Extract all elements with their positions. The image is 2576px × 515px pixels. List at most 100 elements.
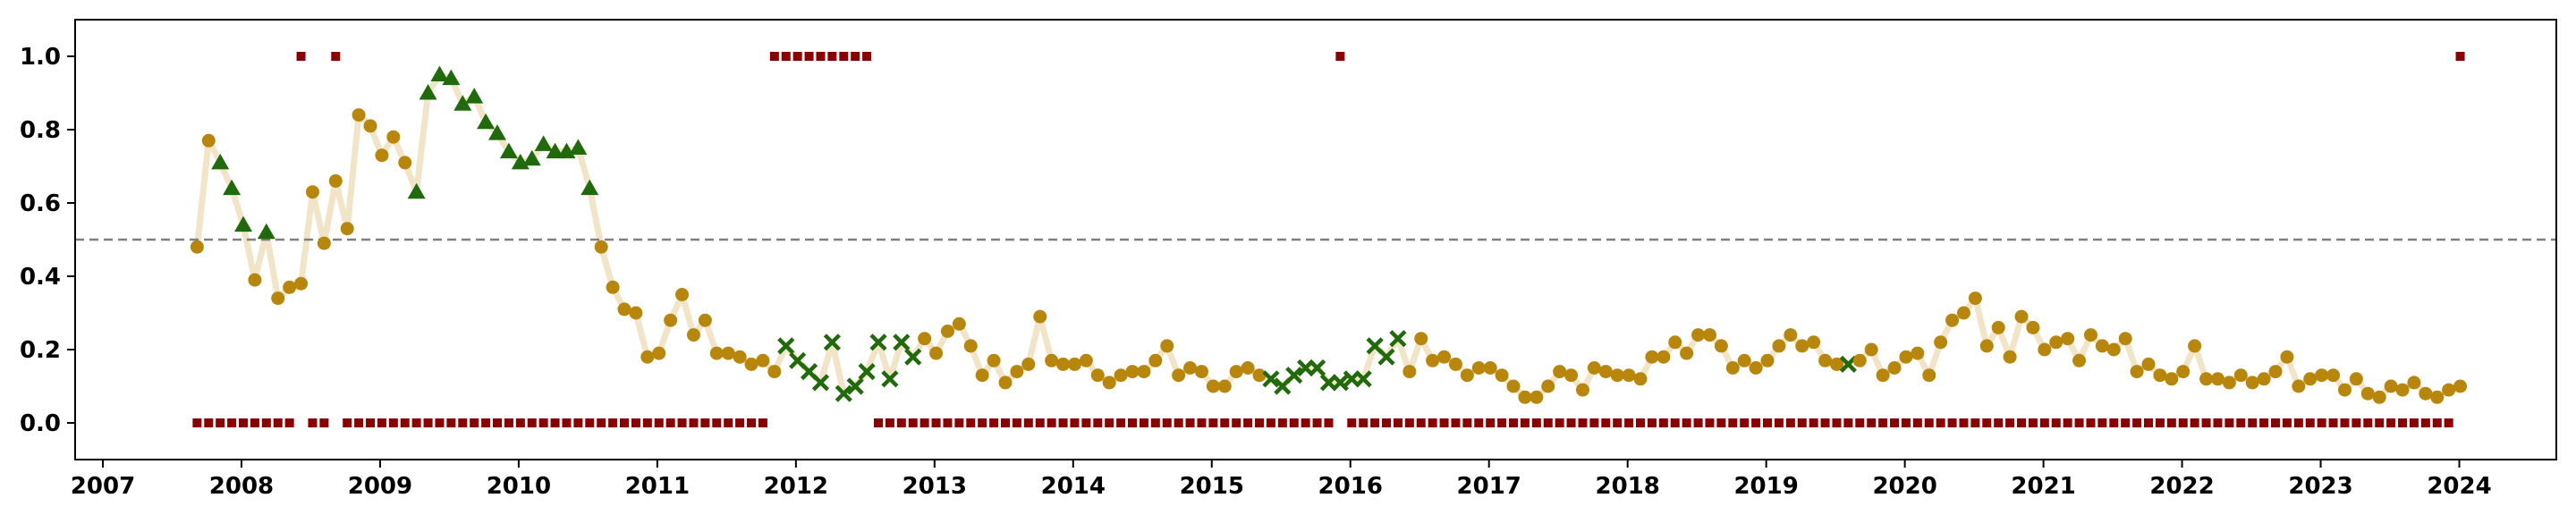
circle-point bbox=[271, 291, 285, 306]
x-tick-label: 2020 bbox=[1872, 473, 1936, 500]
cross-point bbox=[835, 384, 852, 402]
x-tick-label: 2013 bbox=[902, 473, 967, 500]
circle-point bbox=[1021, 357, 1036, 371]
flag-square bbox=[2432, 418, 2442, 427]
triangle-point bbox=[580, 179, 599, 196]
circle-point bbox=[1045, 353, 1059, 367]
flag-square bbox=[1255, 418, 1265, 427]
flag-square bbox=[2039, 418, 2049, 427]
circle-point bbox=[2257, 372, 2271, 386]
circle-point bbox=[1737, 353, 1751, 367]
x-tick-label: 2018 bbox=[1595, 473, 1659, 500]
circle-point bbox=[2106, 342, 2121, 357]
flag-square bbox=[1220, 418, 1230, 427]
flag-square bbox=[1416, 418, 1426, 427]
circle-point bbox=[1807, 335, 1821, 350]
circle-point bbox=[248, 273, 262, 287]
flag-square bbox=[1531, 418, 1541, 427]
flag-square bbox=[1636, 418, 1646, 427]
circle-point bbox=[2222, 376, 2236, 390]
cross-point bbox=[1389, 330, 1407, 348]
flag-square bbox=[2351, 418, 2361, 427]
circle-point bbox=[317, 236, 331, 250]
circle-point bbox=[617, 302, 631, 317]
flag-square bbox=[1070, 418, 1080, 427]
flag-square bbox=[2363, 418, 2373, 427]
circle-point bbox=[1691, 328, 1706, 342]
flag-square bbox=[1843, 418, 1853, 427]
circle-point bbox=[398, 156, 412, 170]
flag-square bbox=[343, 418, 352, 427]
circle-point bbox=[1495, 368, 1509, 383]
circle-point bbox=[2095, 339, 2109, 353]
flag-square bbox=[712, 418, 722, 427]
circle-point bbox=[1934, 335, 1948, 350]
circle-point bbox=[2360, 386, 2375, 401]
flag-square bbox=[493, 418, 503, 427]
flag-square bbox=[620, 418, 630, 427]
circle-point bbox=[201, 133, 216, 148]
flag-square bbox=[631, 418, 640, 427]
circle-point bbox=[1160, 339, 1174, 353]
flag-square bbox=[216, 418, 225, 427]
circle-point bbox=[2245, 376, 2259, 390]
flag-square bbox=[2017, 418, 2027, 427]
circle-point bbox=[340, 222, 354, 236]
flag-square bbox=[1370, 418, 1380, 427]
flag-square bbox=[1613, 418, 1623, 427]
flag-square bbox=[966, 418, 976, 427]
flag-square bbox=[423, 418, 433, 427]
flag-square bbox=[1093, 418, 1103, 427]
circle-point bbox=[652, 346, 666, 360]
y-tick-label: 0.6 bbox=[20, 190, 61, 217]
circle-point bbox=[640, 350, 655, 364]
flag-square bbox=[1855, 418, 1865, 427]
flag-square bbox=[1197, 418, 1207, 427]
circle-point bbox=[2026, 320, 2040, 334]
flag-square bbox=[1520, 418, 1530, 427]
circle-point bbox=[733, 350, 747, 364]
circle-point bbox=[2372, 390, 2386, 404]
flag-square bbox=[2375, 418, 2385, 427]
circle-point bbox=[2003, 350, 2017, 364]
triangle-point bbox=[407, 182, 426, 199]
circle-point bbox=[1541, 379, 1555, 393]
x-tick-label: 2015 bbox=[1180, 473, 1244, 500]
circle-point bbox=[1137, 365, 1151, 379]
flag-square bbox=[1601, 418, 1611, 427]
flag-square bbox=[284, 418, 294, 427]
flag-square bbox=[642, 418, 652, 427]
flag-square bbox=[250, 418, 259, 427]
flag-square bbox=[597, 418, 606, 427]
circle-point bbox=[675, 288, 690, 301]
flag-square bbox=[1277, 418, 1287, 427]
flag-square bbox=[1936, 418, 1945, 427]
flag-square bbox=[2213, 418, 2223, 427]
y-tick-label: 0.2 bbox=[20, 337, 61, 364]
flag-square bbox=[1543, 418, 1553, 427]
flag-square bbox=[1901, 418, 1911, 427]
cross-point bbox=[811, 374, 830, 392]
circle-point bbox=[664, 313, 678, 327]
flag-square bbox=[1023, 418, 1033, 427]
cross-point bbox=[904, 348, 922, 366]
circle-point bbox=[2199, 372, 2214, 386]
flag-square bbox=[978, 418, 987, 427]
flag-square bbox=[1428, 418, 1437, 427]
cross-point bbox=[1839, 355, 1857, 373]
flag-square bbox=[550, 418, 560, 427]
x-tick-label: 2007 bbox=[71, 473, 135, 500]
circle-point bbox=[1680, 346, 1694, 360]
flag-square bbox=[1312, 418, 1322, 427]
flag-square bbox=[1566, 418, 1576, 427]
circle-point bbox=[918, 332, 932, 346]
flag-square bbox=[1740, 418, 1750, 427]
flag-square bbox=[862, 52, 872, 61]
circle-point bbox=[2337, 383, 2351, 397]
flag-square bbox=[1751, 418, 1761, 427]
circle-point bbox=[721, 346, 735, 360]
circle-point bbox=[1426, 353, 1440, 367]
circle-point bbox=[1010, 365, 1024, 379]
circle-point bbox=[2326, 368, 2341, 383]
flag-square bbox=[781, 52, 791, 61]
